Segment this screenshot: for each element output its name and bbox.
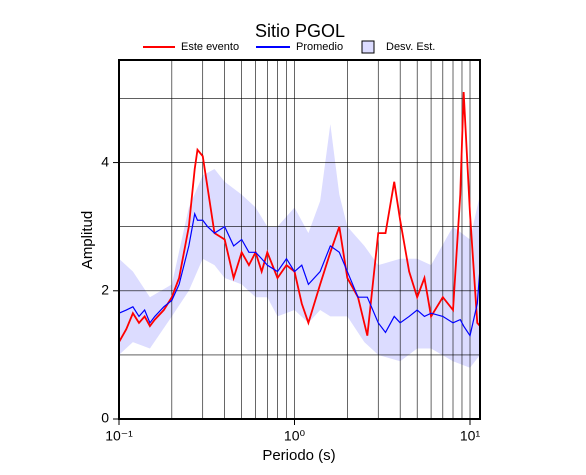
y-tick-label: 0	[101, 410, 109, 426]
x-tick-label: 10⁰	[284, 428, 306, 444]
chart-title: Sitio PGOL	[255, 21, 345, 41]
legend-swatch	[361, 40, 375, 54]
std-band	[119, 124, 480, 368]
y-axis-label: Amplitud	[79, 211, 96, 269]
x-tick-label: 10⁻¹	[105, 428, 133, 444]
y-tick-label: 4	[101, 153, 109, 169]
line-series	[118, 211, 481, 338]
legend-label: Este evento	[181, 41, 239, 53]
legend-label: Desv. Est.	[386, 41, 435, 53]
legend-label: Promedio	[296, 41, 343, 53]
x-tick-label: 10¹	[460, 428, 481, 444]
y-tick-label: 2	[101, 281, 109, 297]
plot-frame	[118, 59, 481, 420]
line-series	[118, 92, 481, 343]
x-axis-label: Periodo (s)	[262, 447, 335, 464]
